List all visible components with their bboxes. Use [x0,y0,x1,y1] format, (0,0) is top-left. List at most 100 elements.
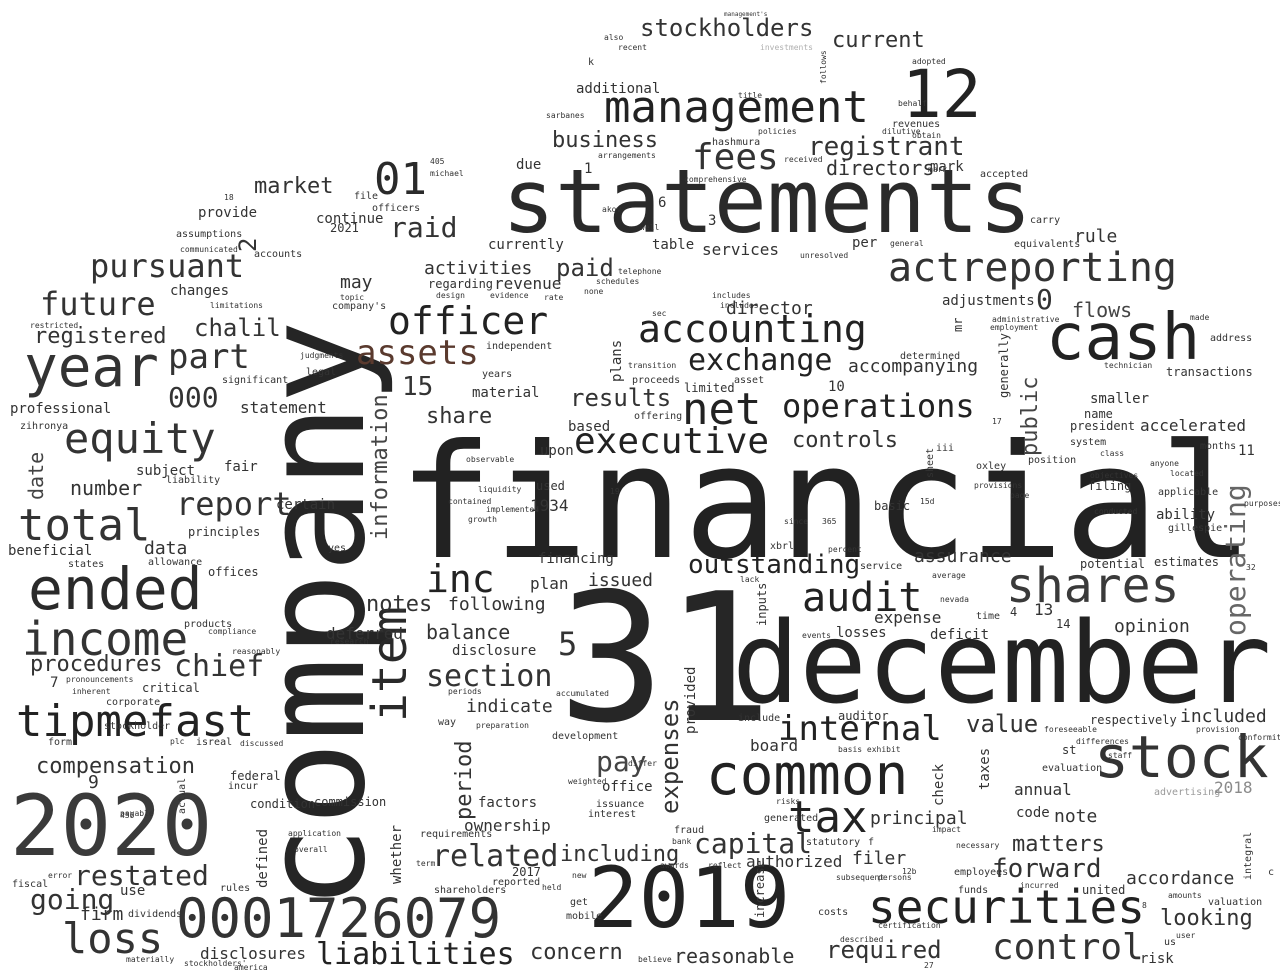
word: limitations [210,301,263,310]
word: offering [634,411,683,422]
word: 0 [1036,283,1053,316]
word: table [652,237,695,253]
word: amounts [1168,891,1202,900]
word: accepted [980,169,1029,180]
word: applicable [1158,487,1219,498]
word: assets [356,333,479,373]
word: officer [388,299,549,343]
word: schedules [596,277,640,286]
word: none [584,287,604,296]
word: reasonably [232,647,281,656]
word: new [572,871,587,880]
word: advertising [1154,787,1221,798]
word: per [852,235,878,251]
word: risk [1140,951,1174,967]
word: awards [660,861,689,870]
word: 2018 [1214,778,1253,797]
word: discussed [240,739,284,748]
word: future [40,285,156,323]
word: payable [120,809,154,818]
word: risks [776,797,801,806]
word: includes [712,291,751,300]
word: f [868,837,875,848]
word: chalil [194,314,281,342]
word: anyone [1150,459,1179,468]
word: upon [540,443,574,459]
word: adjustments [942,293,1035,309]
word: firm [80,904,124,925]
word: filer [852,848,907,869]
word: total [18,500,151,551]
word: accompanying [848,356,979,377]
word: basic [874,499,911,513]
word: public [1018,376,1043,456]
word: management's [724,11,768,18]
word: included [1180,706,1267,727]
word: 15d [920,497,935,506]
word: ability [1156,507,1216,523]
word: year [24,335,159,400]
word: conformity [1238,733,1280,742]
word: capital [694,827,813,860]
word: losses [836,625,887,641]
word: registered [34,324,167,349]
word: file [354,191,379,202]
word: preparation [476,721,529,730]
word: restricted [30,321,79,330]
word: 14 [1056,617,1071,631]
word: plc [170,737,185,746]
word: services [702,240,780,259]
word: operations [782,387,975,425]
word: events [802,631,831,640]
word: based [568,419,611,435]
word: deferred [326,624,404,643]
word: liquidity [478,485,522,494]
word: objectives [1090,471,1139,480]
word: 13 [1034,600,1054,619]
word: shares [1006,558,1180,614]
word: matters [1012,832,1105,857]
word: potential [1080,557,1146,571]
word: fiscal [12,879,49,890]
word: changes [170,283,230,299]
word: 0001726079 [176,887,502,950]
word: board [750,736,799,755]
word: 17 [992,417,1002,426]
word: legal [306,367,337,378]
word: beneficial [8,543,93,559]
word: use [120,883,146,899]
word: raid [390,211,458,244]
word: percent [828,545,862,554]
word: way [438,717,457,728]
word: 15 [402,372,434,402]
word: fees [692,137,779,178]
word: concern [530,940,623,965]
word: 405 [430,157,445,166]
word: procedures [30,652,163,677]
word: financing [538,551,614,567]
word: employment [990,323,1039,332]
word: research [330,637,369,646]
word: development [552,731,619,742]
word: dilutive [882,127,921,136]
word: st [1062,743,1077,757]
word: ended [28,555,203,623]
word: date [24,451,48,500]
word: plans [609,339,625,382]
word: average [932,571,966,580]
word: held [542,883,562,892]
word: time [976,611,1001,622]
word: federal [230,769,281,783]
word: limited [684,381,735,395]
word: topic [340,293,365,302]
word: condition [250,797,316,811]
word: revenue [494,274,562,293]
word: foreseeable [1044,725,1097,734]
word: president [1070,419,1136,433]
word: 2017 [512,865,541,879]
word: include [738,713,781,724]
word: compliance [208,627,257,636]
word: error [48,871,73,880]
word: rules [220,883,251,894]
word: allowance [148,557,203,568]
